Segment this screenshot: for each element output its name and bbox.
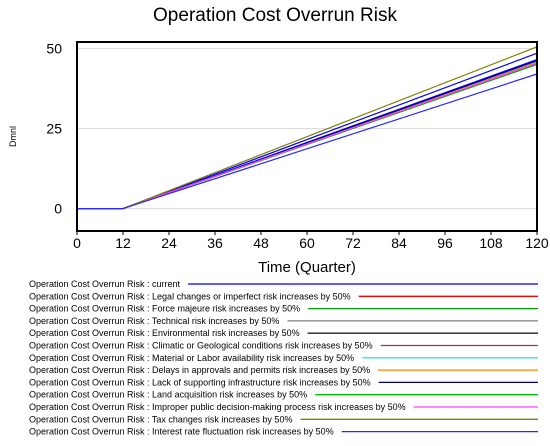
x-tick-label: 60 xyxy=(299,235,315,251)
x-tick-label: 72 xyxy=(345,235,361,251)
x-tick-label: 120 xyxy=(525,235,549,251)
legend-label: Operation Cost Overrun Risk : Tax change… xyxy=(29,414,292,424)
legend-label: Operation Cost Overrun Risk : Technical … xyxy=(29,316,279,326)
x-tick-label: 36 xyxy=(207,235,223,251)
axes: 0 12 24 36 48 60 72 84 96 108 120 0 25 50 Time (Quarte… xyxy=(8,40,549,276)
y-axis-title: Dmnl xyxy=(8,126,18,147)
legend-label: Operation Cost Overrun Risk : Material o… xyxy=(29,353,354,363)
y-tick-label: 50 xyxy=(46,40,62,56)
chart-title: Operation Cost Overrun Risk xyxy=(153,5,397,26)
y-tick-label: 25 xyxy=(46,120,62,136)
legend: Operation Cost Overrun Risk : current Ope… xyxy=(29,279,538,437)
x-tick-label: 0 xyxy=(73,235,81,251)
plot-area xyxy=(77,46,538,210)
y-tick-label: 0 xyxy=(54,201,62,217)
legend-label: Operation Cost Overrun Risk : Interest r… xyxy=(29,427,334,437)
series-line xyxy=(77,60,538,210)
legend-label: Operation Cost Overrun Risk : Delays in … xyxy=(29,365,370,375)
x-axis-title: Time (Quarter) xyxy=(258,259,356,276)
series-line xyxy=(77,52,538,210)
legend-label: Operation Cost Overrun Risk : Force maje… xyxy=(29,304,300,314)
legend-label: Operation Cost Overrun Risk : Climatic o… xyxy=(29,341,373,351)
x-tick-label: 48 xyxy=(253,235,269,251)
x-tick-label: 84 xyxy=(391,235,407,251)
legend-label: Operation Cost Overrun Risk : current xyxy=(29,279,181,289)
legend-label: Operation Cost Overrun Risk : Improper p… xyxy=(29,402,406,412)
legend-label: Operation Cost Overrun Risk : Lack of su… xyxy=(29,377,371,387)
legend-label: Operation Cost Overrun Risk : Environmen… xyxy=(29,328,300,338)
series-line xyxy=(77,73,538,210)
series-line xyxy=(77,60,538,210)
x-tick-label: 96 xyxy=(437,235,453,251)
legend-label: Operation Cost Overrun Risk : Land acqui… xyxy=(29,390,307,400)
series-line xyxy=(77,60,538,210)
x-tick-label: 24 xyxy=(161,235,177,251)
x-tick-label: 12 xyxy=(115,235,131,251)
series-line xyxy=(77,59,538,210)
legend-label: Operation Cost Overrun Risk : Legal chan… xyxy=(29,291,351,301)
x-tick-label: 108 xyxy=(479,235,503,251)
series-line xyxy=(77,46,538,210)
